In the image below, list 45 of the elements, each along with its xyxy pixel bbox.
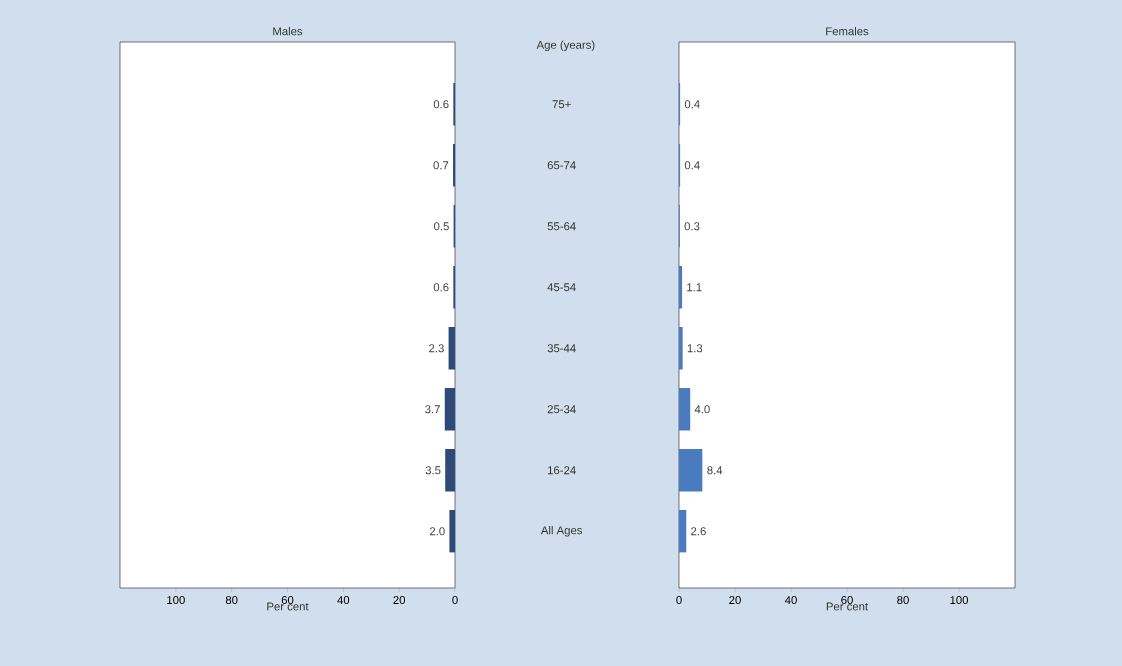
data-label: 1.3 xyxy=(687,344,703,353)
data-label: 0.7 xyxy=(433,161,449,170)
chart-title: Males xyxy=(273,26,303,36)
x-tick-label: 100 xyxy=(950,596,969,605)
x-tick-label: 80 xyxy=(225,596,238,605)
y-tick-label: 65-74 xyxy=(547,161,576,170)
data-label: 2.6 xyxy=(691,527,706,536)
y-tick-label: 35-44 xyxy=(547,344,576,353)
y-tick-label: 55-64 xyxy=(547,222,576,231)
data-label: 0.4 xyxy=(684,100,700,109)
data-label: 0.3 xyxy=(684,222,700,231)
bar xyxy=(679,448,703,492)
y-tick-label: 75+ xyxy=(552,100,571,109)
data-label: 3.5 xyxy=(425,466,441,475)
data-label: 0.6 xyxy=(433,283,449,292)
bar xyxy=(679,387,691,431)
x-tick-label: 40 xyxy=(337,596,350,605)
x-tick-label: 60 xyxy=(841,596,853,605)
data-label: 2.0 xyxy=(429,527,445,536)
x-tick-label: 0 xyxy=(452,596,458,605)
y-axis-title: Age (years) xyxy=(536,40,595,52)
y-tick-label: 16-24 xyxy=(548,466,576,475)
bar xyxy=(449,509,455,553)
data-label: 0.6 xyxy=(433,100,449,109)
data-label: 3.7 xyxy=(425,405,440,414)
y-tick-label: 45-54 xyxy=(547,283,576,292)
data-label: 4.0 xyxy=(694,405,710,414)
data-label: 0.4 xyxy=(684,161,700,170)
x-tick-label: 100 xyxy=(167,596,185,605)
bar xyxy=(444,387,455,431)
chart-title: Females xyxy=(826,26,869,36)
data-label: 2.3 xyxy=(429,344,444,353)
x-tick-label: 20 xyxy=(393,596,406,605)
bar xyxy=(445,448,455,492)
x-tick-label: 40 xyxy=(784,596,797,605)
data-label: 0.5 xyxy=(434,222,449,231)
x-tick-label: 80 xyxy=(897,596,909,605)
bar xyxy=(448,326,455,370)
y-tick-label: 25-34 xyxy=(547,405,576,414)
x-tick-label: 0 xyxy=(676,596,682,605)
y-tick-label: All Ages xyxy=(540,525,583,537)
x-tick-label: 20 xyxy=(729,596,741,605)
x-tick-label: 60 xyxy=(281,596,294,605)
data-label: 1.1 xyxy=(687,283,702,292)
data-label: 8.4 xyxy=(707,466,723,475)
